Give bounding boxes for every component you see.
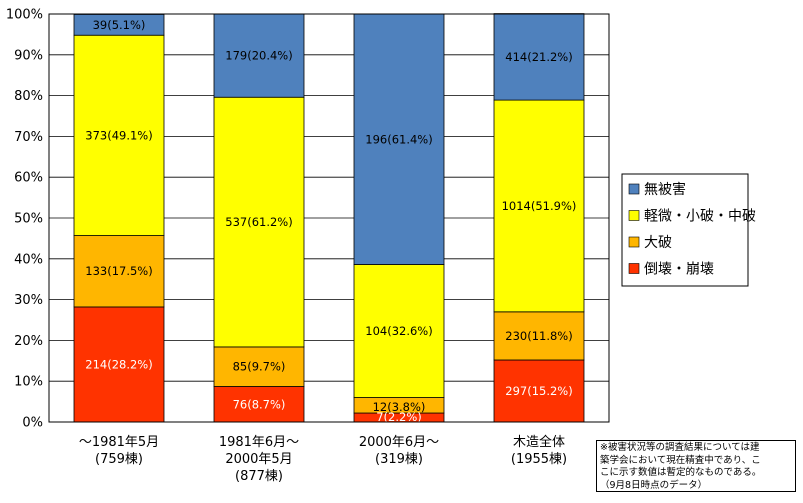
x-category-label: (877棟) — [235, 469, 283, 484]
y-tick-label: 90% — [14, 48, 43, 63]
note-line-3: こに示す数値は暫定的なものである。 — [600, 467, 762, 478]
x-category-label: 2000年5月 — [225, 452, 292, 467]
bar-stack: 214(28.2%) 133(17.5%) 373(49.1%) 39(5.1%) — [73, 14, 165, 423]
x-category-label: ～1981年5月 — [79, 435, 159, 450]
note-line-1: ※被害状況等の調査結果については建 — [600, 442, 760, 453]
bars: 214(28.2%) 133(17.5%) 373(49.1%) 39(5.1%) 76… — [73, 13, 585, 424]
data-label: 230(11.8%) — [505, 329, 572, 343]
y-tick-label: 60% — [14, 171, 43, 186]
data-label: 7(2.2%) — [376, 410, 422, 424]
data-label: 214(28.2%) — [85, 357, 152, 371]
y-tick-label: 30% — [14, 293, 43, 308]
y-tick-label: 70% — [14, 130, 43, 145]
bar-segment — [213, 13, 305, 98]
x-category-label: 1981年6月～ — [219, 435, 299, 450]
y-tick-label: 50% — [14, 212, 43, 227]
legend-label: 軽微・小破・中破 — [644, 209, 756, 225]
legend-label: 大破 — [644, 235, 672, 251]
note-line-2: 築学会において現在精査中であり、こ — [600, 454, 761, 466]
bar-segment — [493, 99, 585, 313]
data-label: 104(32.6%) — [365, 324, 432, 338]
data-label: 133(17.5%) — [85, 264, 152, 278]
bar-segment — [73, 235, 165, 308]
bar-stack: 76(8.7%) 85(9.7%) 537(61.2%) 179(20.4%) — [213, 13, 305, 423]
data-label: 297(15.2%) — [505, 384, 572, 398]
data-note: ※被害状況等の調査結果については建 築学会において現在精査中であり、こ こに示す… — [596, 440, 796, 492]
bar-segment — [353, 13, 445, 265]
plot-border — [48, 13, 610, 423]
x-category-label: 木造全体 — [513, 434, 565, 450]
bar-segment — [213, 346, 305, 387]
legend-label: 倒壊・崩壊 — [644, 262, 714, 278]
x-axis-labels: ～1981年5月 (759棟) 1981年6月～ 2000年5月 (877棟) 2000年… — [79, 434, 567, 484]
legend-box — [621, 173, 749, 287]
bar-segment — [213, 96, 305, 348]
data-label: 39(5.1%) — [93, 18, 146, 32]
y-tick-label: 20% — [14, 334, 43, 349]
legend-swatch — [628, 210, 640, 221]
data-label: 537(61.2%) — [225, 215, 292, 229]
x-category-label: (319棟) — [375, 452, 423, 467]
bar-segment — [493, 311, 585, 361]
y-tick-label: 100% — [6, 8, 43, 23]
legend-label: 無被害 — [644, 182, 686, 198]
data-label: 76(8.7%) — [233, 397, 286, 411]
x-category-label: (759棟) — [95, 452, 143, 467]
y-tick-label: 0% — [22, 416, 43, 431]
bar-stack: 297(15.2%) 230(11.8%) 1014(51.9%) 414(21.2%… — [493, 13, 585, 423]
x-category-label: 2000年6月～ — [359, 435, 439, 450]
note-line-4: （9月8日時点のデータ） — [600, 479, 708, 491]
data-label: 179(20.4%) — [225, 49, 292, 63]
data-label: 196(61.4%) — [365, 132, 432, 146]
data-label: 12(3.8%) — [373, 400, 426, 414]
legend-swatch — [628, 236, 640, 248]
data-label: 1014(51.9%) — [502, 199, 577, 213]
legend-swatch — [628, 183, 640, 195]
y-axis-ticks: 0% 10% 20% 30% 40% 50% 60% 70% 80% 90% 100% — [6, 8, 43, 431]
legend-swatch — [628, 263, 640, 274]
y-tick-label: 10% — [14, 375, 43, 390]
x-category-label: (1955棟) — [511, 452, 567, 467]
bar-segment — [73, 306, 165, 423]
y-tick-label: 80% — [14, 89, 43, 104]
data-label: 85(9.7%) — [233, 360, 286, 374]
data-label: 414(21.2%) — [505, 50, 572, 64]
bar-stack: 7(2.2%)12(3.8%) 104(32.6%) 196(61.4%) — [353, 13, 445, 424]
plot-frame — [48, 13, 610, 423]
data-label: 373(49.1%) — [85, 128, 152, 142]
y-tick-label: 40% — [14, 252, 43, 267]
bar-segment — [493, 13, 585, 101]
bar-segment — [73, 34, 165, 236]
bar-segment — [493, 359, 585, 423]
bar-segment — [353, 264, 445, 398]
